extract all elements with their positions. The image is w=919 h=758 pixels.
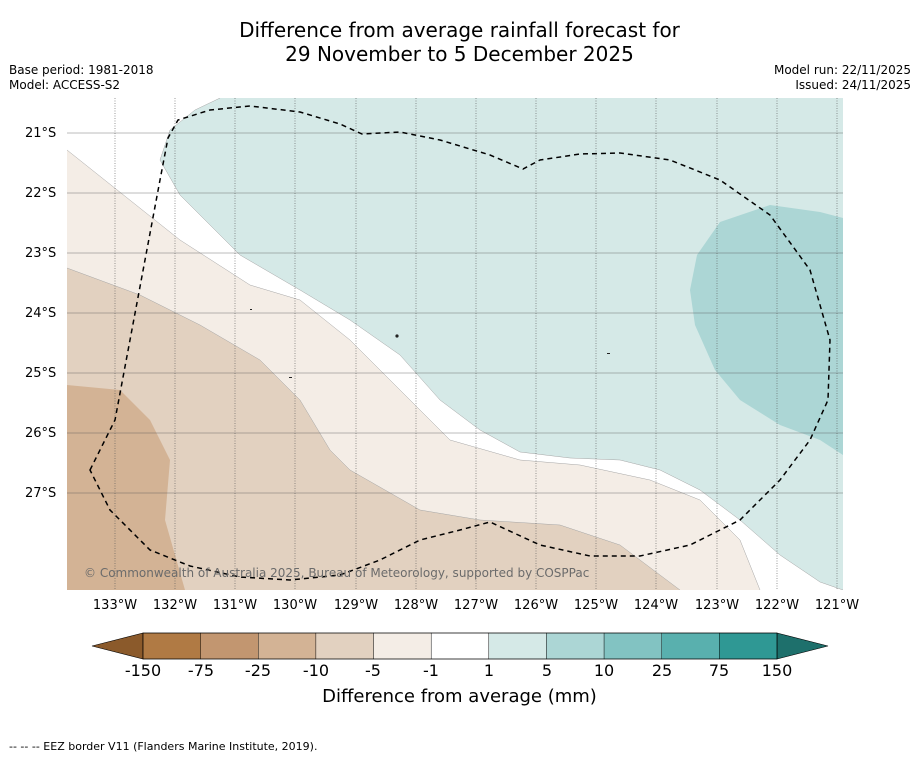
- island-markers: [250, 309, 610, 378]
- lon-label: 123°W: [694, 598, 740, 613]
- colorbar: [91, 632, 829, 660]
- colorbar-segment: [258, 632, 317, 660]
- colorbar-segment: [430, 632, 490, 660]
- model-run: Model run: 22/11/2025: [773, 63, 911, 77]
- colorbar-segment: [603, 632, 662, 660]
- model-name: Model: ACCESS-S2: [9, 78, 121, 92]
- lat-label: 27°S: [25, 486, 57, 501]
- contour-minus5-to-minus10: [67, 268, 680, 590]
- lat-label: 23°S: [25, 246, 57, 261]
- meta-right: Model run: 22/11/2025 Issued: 24/11/2025: [774, 63, 911, 93]
- lon-label: 130°W: [272, 598, 318, 613]
- lat-label: 22°S: [25, 186, 57, 201]
- contour-minus10-to-minus25: [67, 385, 185, 590]
- colorbar-high-arrow: [776, 632, 829, 660]
- lon-label: 124°W: [633, 598, 679, 613]
- colorbar-segment: [315, 632, 374, 660]
- map-area: [67, 98, 843, 590]
- lon-label: 122°W: [754, 598, 800, 613]
- copyright-notice: © Commonwealth of Australia 2025, Bureau…: [84, 566, 589, 580]
- title-line-1: Difference from average rainfall forecas…: [239, 18, 680, 42]
- colorbar-tick-label: 5: [541, 661, 553, 680]
- lat-label: 24°S: [25, 306, 57, 321]
- colorbar-segment: [661, 632, 720, 660]
- contour-5-to-10: [690, 205, 843, 455]
- colorbar-segment: [200, 632, 259, 660]
- colorbar-tick-label: 75: [708, 661, 730, 680]
- lat-label: 21°S: [25, 126, 57, 141]
- lat-label: 26°S: [25, 426, 57, 441]
- lon-label: 129°W: [333, 598, 379, 613]
- contour-edges: [67, 98, 843, 590]
- colorbar-tick-label: -1: [423, 661, 439, 680]
- colorbar-segments: [142, 632, 778, 660]
- colorbar-tick-label: -5: [365, 661, 381, 680]
- colorbar-tick-label: 10: [593, 661, 615, 680]
- colorbar-segment: [488, 632, 547, 660]
- colorbar-tick-label: 1: [483, 661, 495, 680]
- chart-title: Difference from average rainfall forecas…: [0, 18, 919, 66]
- colorbar-tick-label: 150: [761, 661, 793, 680]
- base-period: Base period: 1981-2018: [9, 63, 154, 77]
- contour-1-to-5: [160, 98, 843, 590]
- colorbar-segment: [546, 632, 605, 660]
- colorbar-tick-label: -10: [302, 661, 330, 680]
- eez-border: [89, 105, 831, 581]
- colorbar-segment: [142, 632, 201, 660]
- grid-lines: [67, 98, 843, 590]
- colorbar-tick-label: 25: [651, 661, 673, 680]
- lon-label: 127°W: [453, 598, 499, 613]
- colorbar-label: Difference from average (mm): [322, 686, 597, 707]
- lat-label: 25°S: [25, 366, 57, 381]
- issued-date: Issued: 24/11/2025: [795, 78, 911, 92]
- colorbar-low-arrow: [91, 632, 144, 660]
- colorbar-tick-label: -75: [187, 661, 215, 680]
- colorbar-tick-label: -150: [124, 661, 162, 680]
- colorbar-segment: [719, 632, 778, 660]
- lon-label: 128°W: [393, 598, 439, 613]
- lon-label: 131°W: [212, 598, 258, 613]
- lon-label: 133°W: [92, 598, 138, 613]
- colorbar-tick-label: -25: [244, 661, 272, 680]
- title-line-2: 29 November to 5 December 2025: [285, 42, 634, 66]
- lon-label: 126°W: [513, 598, 559, 613]
- lon-label: 125°W: [573, 598, 619, 613]
- lon-label: 121°W: [814, 598, 860, 613]
- meta-left: Base period: 1981-2018 Model: ACCESS-S2: [9, 63, 154, 93]
- lon-label: 132°W: [152, 598, 198, 613]
- colorbar-segment: [373, 632, 432, 660]
- eez-legend-note: -- -- -- EEZ border V11 (Flanders Marine…: [9, 740, 318, 753]
